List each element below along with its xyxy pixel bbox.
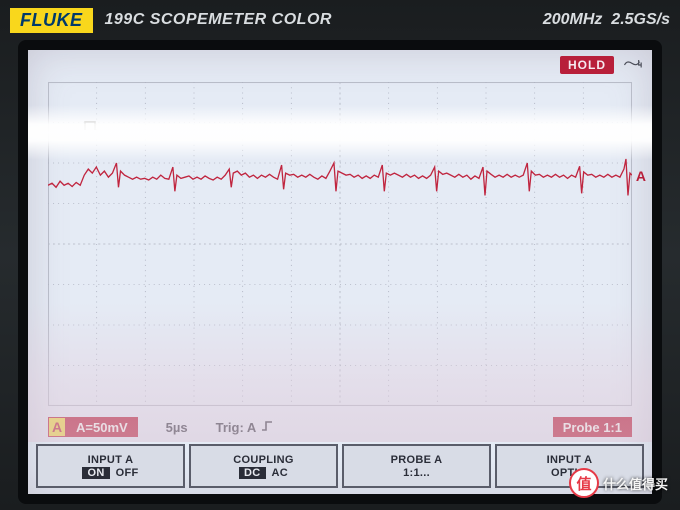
vertical-scale-readout: A=50mV <box>66 417 138 437</box>
watermark-badge: 值 <box>569 468 599 498</box>
sample-rate-value: 2.5GS/s <box>611 11 670 28</box>
bandwidth-value: 200MHz <box>543 11 603 28</box>
watermark-text: 什么值得买 <box>603 474 668 493</box>
softkey-option: OFF <box>116 467 139 479</box>
softkey-2[interactable]: COUPLINGDC AC <box>189 444 338 488</box>
model-label: 199C SCOPEMETER COLOR <box>105 11 332 29</box>
lcd-screen: HOLD A A A=50mV 5µs Trig: A <box>28 50 652 494</box>
softkey-option: DC <box>239 467 266 479</box>
waveform-grid <box>48 82 632 406</box>
ground-reference-icon <box>83 118 97 135</box>
watermark: 值 什么值得买 <box>569 468 668 498</box>
softkey-options: 1:1... <box>403 467 430 479</box>
channel-badge: A <box>48 417 66 437</box>
model-number: 199C <box>105 11 145 28</box>
trigger-label: Trig: A <box>216 420 256 435</box>
softkey-option: AC <box>272 467 289 479</box>
softkey-title: COUPLING <box>233 454 293 466</box>
softkey-title: INPUT A <box>88 454 134 466</box>
status-bar: HOLD <box>560 56 642 74</box>
softkey-1[interactable]: INPUT AON OFF <box>36 444 185 488</box>
softkey-row: INPUT AONOFFCOUPLINGDCACPROBE A1:1...INP… <box>36 444 644 488</box>
softkey-title: INPUT A <box>547 454 593 466</box>
brand-logo: FLUKE <box>10 8 93 33</box>
softkey-title: PROBE A <box>391 454 443 466</box>
readout-bar: A A=50mV 5µs Trig: A Probe 1:1 <box>48 416 632 438</box>
softkey-option: ON <box>82 467 109 479</box>
product-name: SCOPEMETER COLOR <box>150 11 332 28</box>
oscilloscope-frame: FLUKE 199C SCOPEMETER COLOR 200MHz 2.5GS… <box>0 0 680 510</box>
probe-readout: Probe 1:1 <box>553 417 632 437</box>
power-plug-icon <box>622 58 642 72</box>
channel-a-marker: A <box>636 168 646 184</box>
screen-bezel: HOLD A A A=50mV 5µs Trig: A <box>18 40 662 504</box>
softkey-3[interactable]: PROBE A1:1... <box>342 444 491 488</box>
trigger-readout: Trig: A <box>216 420 274 435</box>
timebase-readout: 5µs <box>138 420 216 435</box>
softkey-option: 1:1... <box>403 467 430 479</box>
hold-badge: HOLD <box>560 56 614 74</box>
softkey-options: ON OFF <box>82 467 138 479</box>
rising-edge-icon <box>261 420 273 432</box>
spec-label: 200MHz 2.5GS/s <box>543 11 670 29</box>
softkey-options: DC AC <box>239 467 288 479</box>
device-label-bar: FLUKE 199C SCOPEMETER COLOR 200MHz 2.5GS… <box>0 6 680 34</box>
